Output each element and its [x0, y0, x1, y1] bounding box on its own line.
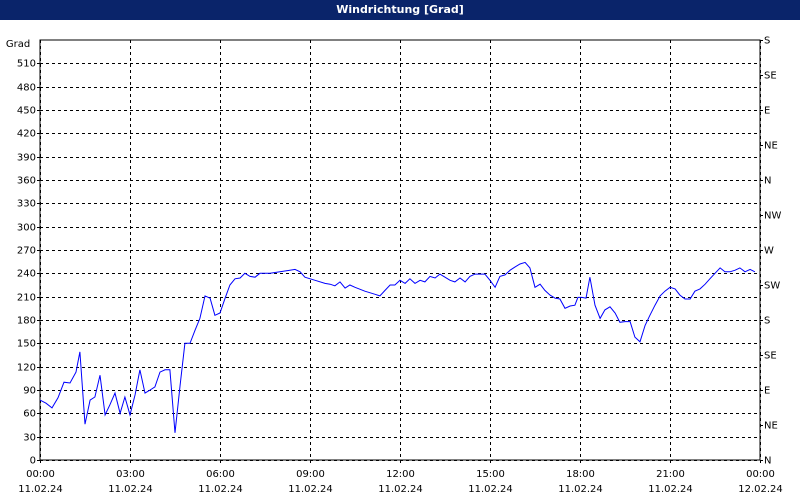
y2-tick-label: E — [764, 106, 770, 117]
y-tick-label: 30 — [23, 433, 36, 444]
y-tick-label: 240 — [17, 269, 36, 280]
y2-tick-label: SW — [764, 281, 780, 292]
y2-tick-label: NW — [764, 211, 781, 222]
x-tick-label: 18:00 — [566, 469, 595, 480]
y2-tick-label: S — [764, 316, 770, 327]
y-tick-label: 270 — [17, 246, 36, 257]
y-tick-label: 360 — [17, 176, 36, 187]
y-tick-label: 480 — [17, 83, 36, 94]
y-tick-label: 300 — [17, 223, 36, 234]
y-tick-label: 150 — [17, 339, 36, 350]
x-tick-label: 21:00 — [656, 469, 685, 480]
y2-tick-label: S — [764, 36, 770, 47]
x-tick-date: 11.02.24 — [288, 484, 333, 495]
x-tick-date: 11.02.24 — [108, 484, 153, 495]
y-tick-label: 450 — [17, 106, 36, 117]
x-tick-label: 06:00 — [206, 469, 235, 480]
x-tick-label: 15:00 — [476, 469, 505, 480]
x-tick-date: 11.02.24 — [468, 484, 513, 495]
x-tick-label: 12:00 — [386, 469, 415, 480]
y-tick-label: 420 — [17, 129, 36, 140]
x-tick-label: 00:00 — [26, 469, 55, 480]
x-tick-date: 11.02.24 — [648, 484, 693, 495]
x-tick-date: 12.02.24 — [738, 484, 783, 495]
data-line — [39, 261, 756, 433]
y-tick-label: 510 — [17, 59, 36, 70]
y-tick-label: 60 — [23, 409, 36, 420]
y-tick-label: 120 — [17, 363, 36, 374]
chart-title: Windrichtung [Grad] — [336, 3, 464, 16]
y2-tick-label: N — [764, 456, 771, 467]
title-bar — [0, 0, 800, 20]
y2-tick-label: E — [764, 386, 770, 397]
x-tick-date: 11.02.24 — [378, 484, 423, 495]
x-tick-date: 11.02.24 — [198, 484, 243, 495]
y-tick-label: 330 — [17, 199, 36, 210]
y2-tick-label: W — [764, 246, 774, 257]
y2-tick-label: SE — [764, 351, 777, 362]
y2-tick-label: NE — [764, 141, 778, 152]
y2-tick-label: NE — [764, 421, 778, 432]
y2-tick-label: SE — [764, 71, 777, 82]
x-tick-label: 00:00 — [746, 469, 775, 480]
x-tick-label: 03:00 — [116, 469, 145, 480]
y-tick-label: 90 — [23, 386, 36, 397]
y-tick-label: 180 — [17, 316, 36, 327]
y-tick-label: 390 — [17, 153, 36, 164]
x-tick-date: 11.02.24 — [18, 484, 63, 495]
y2-tick-label: N — [764, 176, 771, 187]
y-tick-label: 0 — [30, 456, 36, 467]
y-axis-label: Grad — [6, 39, 30, 50]
y-tick-label: 210 — [17, 293, 36, 304]
x-tick-label: 09:00 — [296, 469, 325, 480]
x-tick-date: 11.02.24 — [558, 484, 603, 495]
